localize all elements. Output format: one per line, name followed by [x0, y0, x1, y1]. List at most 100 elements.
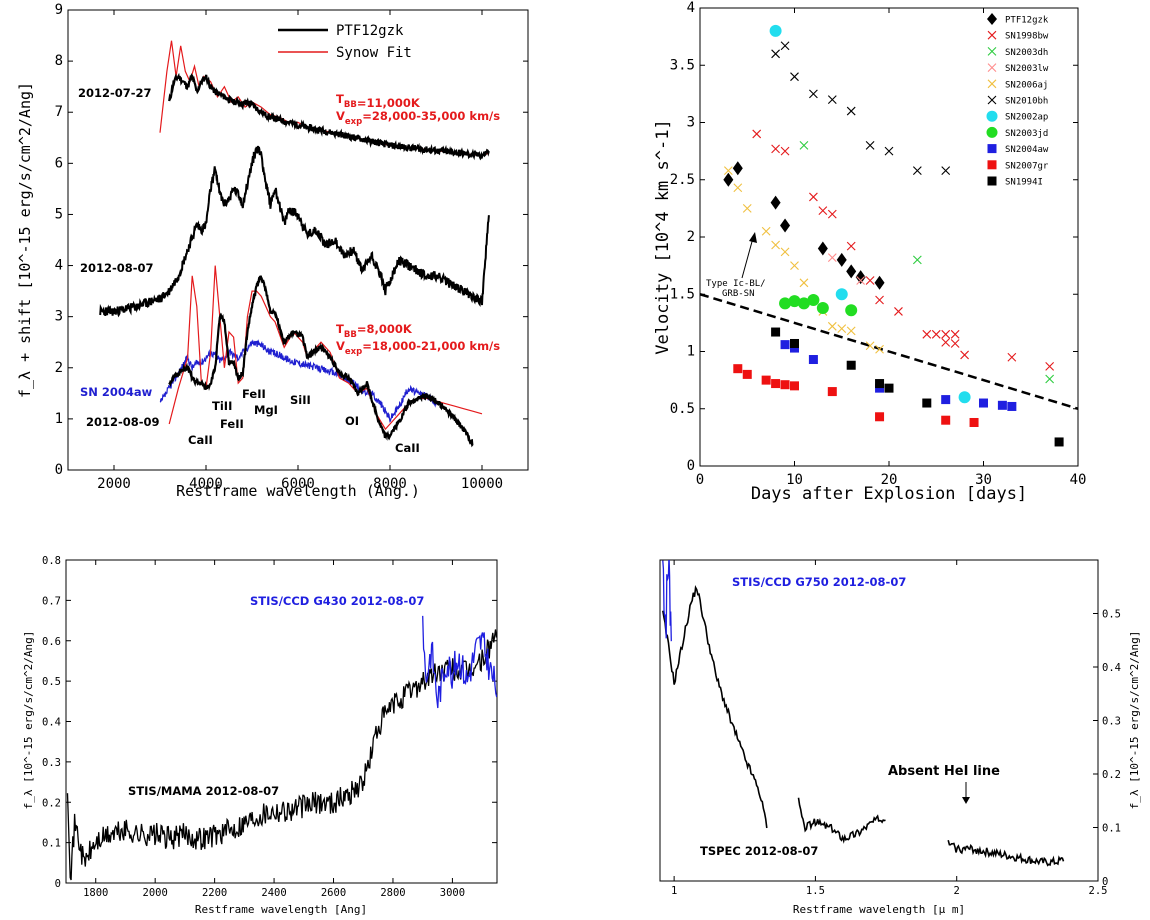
point-sn2004aw	[941, 395, 951, 405]
y-tick-label: 0.1	[1102, 823, 1121, 835]
x-tick-label: 2000	[143, 887, 168, 899]
point-sn2003jd	[797, 297, 810, 310]
y-tick-label: 0.3	[1102, 716, 1121, 728]
point-sn1998bw	[771, 144, 780, 154]
point-sn2010bh	[846, 106, 856, 116]
point-sn2003jd	[788, 295, 801, 308]
y-axis-label: Velocity [10^4 km s^-1]	[653, 119, 673, 354]
point-sn2007gr	[969, 417, 979, 427]
stis-g430-line	[422, 615, 497, 709]
y-tick-label: 0.1	[42, 838, 61, 850]
y-tick-label: 0.7	[42, 595, 61, 607]
x-tick-label: 2	[954, 885, 960, 897]
legend-marker-sn1994i	[987, 176, 997, 186]
x-tick-label: 0	[696, 472, 704, 488]
point-sn2006aj	[742, 203, 752, 213]
ptf12gzk-line-20120727	[168, 72, 490, 161]
epoch-label-20120809: 2012-08-09	[86, 415, 160, 429]
point-sn2010bh	[780, 41, 790, 51]
point-ptf12gzk	[855, 270, 866, 285]
point-sn2010bh	[912, 166, 922, 175]
panel-top-right-velocity: 0 10 20 30 40 0 0.5 1 1.5 2 2.5 3 3.5 4 PTF12gzk SN1998…	[653, 0, 1086, 504]
x-tick-label: 20	[881, 472, 898, 488]
point-sn2006aj	[790, 261, 799, 271]
x-axis-label: Restframe wavelength [Ang]	[195, 903, 367, 916]
plot-area	[66, 615, 497, 881]
y-tick-label: 4	[55, 258, 63, 274]
point-sn2004aw	[790, 343, 799, 353]
y-tick-label: 1	[687, 344, 695, 360]
epoch-label-20120727: 2012-07-27	[78, 86, 152, 100]
sn2004aw-label: SN 2004aw	[80, 385, 153, 399]
point-sn2007gr	[790, 381, 799, 391]
point-sn2004aw	[808, 355, 818, 365]
legend-marker-sn2003lw	[987, 63, 997, 72]
annotation-stis-g750: STIS/CCD G750 2012-08-07	[732, 575, 906, 589]
point-sn2003lw	[856, 276, 866, 285]
sn2004aw-line	[159, 339, 437, 423]
point-sn2004aw	[780, 340, 790, 350]
x-tick-label: 1.5	[806, 885, 825, 897]
point-sn1998bw	[950, 329, 960, 339]
y-tick-label: 2.5	[670, 172, 695, 188]
point-sn2006aj	[723, 166, 733, 175]
x-tick-label: 10000	[461, 476, 503, 492]
x-tick-label: 1	[671, 885, 677, 897]
annotation-stis-mama: STIS/MAMA 2012-08-07	[128, 784, 279, 798]
point-sn2004aw	[979, 398, 988, 408]
point-sn2010bh	[884, 146, 894, 156]
y-tick-label: 8	[55, 53, 63, 69]
y-tick-label: 0.5	[670, 401, 695, 417]
annotation-type-ic-bl: Type Ic-BL/	[706, 279, 766, 289]
x-tick-label: 30	[975, 472, 992, 488]
y-tick-label: 3.5	[670, 57, 695, 73]
point-sn2006aj	[865, 341, 875, 351]
y-tick-label: 0.3	[42, 757, 61, 769]
y-tick-label: 0.4	[42, 717, 61, 729]
y-tick-label: 4	[687, 0, 695, 16]
point-sn2004aw	[1007, 401, 1017, 411]
epoch-label-20120807: 2012-08-07	[80, 261, 154, 275]
tspec-line-segment	[662, 585, 768, 829]
y-tick-label: 0	[687, 458, 695, 474]
tspec-line-segment	[947, 839, 1065, 867]
point-ptf12gzk	[874, 275, 885, 290]
point-sn2006aj	[875, 344, 884, 354]
legend-label-synow: Synow Fit	[336, 45, 412, 61]
point-sn1994i	[922, 398, 932, 408]
y-tick-label: 3	[55, 309, 63, 325]
point-sn1998bw	[780, 146, 790, 156]
y-tick-label: 5	[55, 206, 63, 222]
point-sn2006aj	[846, 326, 856, 336]
plot-area	[662, 560, 1065, 867]
point-sn2003dh	[1045, 374, 1055, 384]
tbb-label-2: TBB=8,000K	[336, 322, 413, 340]
point-ptf12gzk	[817, 241, 828, 256]
point-sn2006aj	[780, 247, 790, 257]
point-sn2003jd	[779, 297, 792, 310]
legend-label-sn2002ap: SN2002ap	[1005, 113, 1048, 123]
point-sn1998bw	[941, 329, 951, 339]
point-sn2010bh	[941, 166, 951, 175]
point-sn2003jd	[845, 304, 858, 317]
point-sn2006aj	[733, 183, 743, 193]
point-sn2002ap	[769, 24, 782, 37]
point-sn1994i	[790, 338, 799, 348]
point-sn1998bw	[1045, 361, 1055, 371]
point-sn1998bw	[922, 329, 932, 339]
point-sn2007gr	[827, 387, 837, 397]
x-tick-label: 2800	[380, 887, 405, 899]
line-id-siii: SiII	[290, 393, 311, 407]
y-tick-label: 1.5	[670, 286, 695, 302]
legend-marker-sn2003dh	[987, 47, 997, 56]
point-sn2003lw	[827, 253, 837, 262]
legend-label-ptf12gzk: PTF12gzk	[336, 23, 404, 39]
point-sn2006aj	[761, 226, 771, 236]
stis-g750-line	[662, 560, 672, 642]
y-tick-label: 2	[687, 229, 695, 245]
legend-marker-sn2002ap	[986, 110, 998, 122]
point-sn2007gr	[780, 380, 790, 390]
plot-frame	[699, 7, 1079, 467]
panel-bottom-right-nir-spectrum: 1 1.5 2 2.50 0.1 0.2 0.3 0.4 0.5 STIS/CCD G750 20…	[659, 559, 1141, 916]
annotation-tspec: TSPEC 2012-08-07	[700, 844, 818, 858]
